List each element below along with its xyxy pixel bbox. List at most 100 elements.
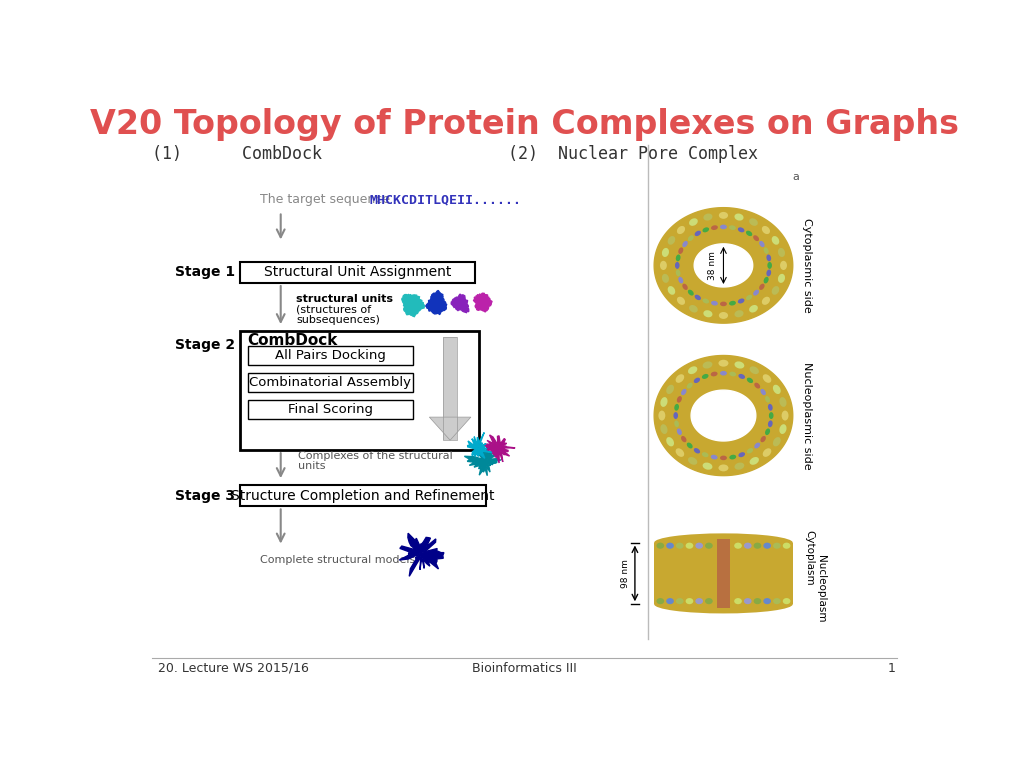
Ellipse shape — [773, 437, 780, 446]
Ellipse shape — [677, 226, 685, 234]
Ellipse shape — [755, 442, 760, 449]
Text: CombDock: CombDock — [248, 333, 338, 348]
Bar — [240, 485, 486, 506]
Text: Stage 3: Stage 3 — [175, 488, 236, 502]
Ellipse shape — [682, 241, 688, 247]
Ellipse shape — [701, 452, 709, 457]
Text: subsequences): subsequences) — [296, 315, 380, 325]
Ellipse shape — [694, 295, 701, 300]
Ellipse shape — [746, 448, 753, 453]
Ellipse shape — [702, 299, 709, 303]
Ellipse shape — [734, 462, 744, 470]
Ellipse shape — [668, 286, 675, 295]
Ellipse shape — [668, 236, 675, 245]
Ellipse shape — [677, 429, 682, 435]
Ellipse shape — [738, 452, 745, 457]
Ellipse shape — [765, 396, 770, 402]
Ellipse shape — [676, 254, 681, 261]
Ellipse shape — [677, 396, 682, 402]
Ellipse shape — [729, 372, 736, 376]
Ellipse shape — [759, 241, 765, 247]
Polygon shape — [401, 294, 424, 316]
Ellipse shape — [667, 385, 674, 394]
Text: 1: 1 — [888, 661, 896, 674]
Text: a: a — [793, 172, 800, 182]
Text: V20 Topology of Protein Complexes on Graphs: V20 Topology of Protein Complexes on Gra… — [90, 108, 959, 141]
Text: Stage 1: Stage 1 — [175, 265, 236, 280]
Ellipse shape — [754, 598, 761, 604]
Ellipse shape — [681, 389, 686, 396]
Ellipse shape — [738, 299, 744, 303]
Ellipse shape — [695, 543, 703, 549]
Ellipse shape — [667, 543, 674, 549]
Ellipse shape — [658, 411, 666, 421]
Polygon shape — [654, 356, 793, 475]
Ellipse shape — [745, 230, 753, 236]
Text: All Pairs Docking: All Pairs Docking — [274, 349, 386, 362]
Text: Stage 2: Stage 2 — [175, 338, 236, 352]
Ellipse shape — [750, 305, 758, 313]
Ellipse shape — [750, 218, 758, 226]
Ellipse shape — [688, 235, 693, 241]
Ellipse shape — [754, 543, 761, 549]
Ellipse shape — [764, 276, 769, 283]
Ellipse shape — [656, 543, 665, 549]
Polygon shape — [399, 533, 444, 576]
Ellipse shape — [729, 225, 736, 230]
Text: units: units — [298, 462, 326, 472]
Ellipse shape — [720, 302, 727, 306]
Ellipse shape — [780, 261, 787, 270]
Text: Combinatorial Assembly: Combinatorial Assembly — [250, 376, 412, 389]
Polygon shape — [452, 294, 469, 313]
Polygon shape — [654, 207, 793, 323]
Ellipse shape — [686, 543, 693, 549]
Ellipse shape — [772, 236, 779, 245]
Text: The target sequence: The target sequence — [260, 194, 390, 207]
Bar — [717, 539, 730, 608]
Ellipse shape — [734, 362, 744, 369]
Ellipse shape — [660, 397, 668, 407]
Ellipse shape — [677, 296, 685, 305]
Ellipse shape — [781, 411, 788, 421]
Ellipse shape — [689, 218, 697, 226]
Ellipse shape — [720, 224, 727, 229]
Ellipse shape — [772, 286, 779, 295]
Text: Nucleoplasm: Nucleoplasm — [816, 555, 826, 623]
Text: Complexes of the structural: Complexes of the structural — [298, 451, 454, 461]
Ellipse shape — [734, 214, 743, 220]
Ellipse shape — [682, 283, 688, 290]
Bar — [248, 373, 413, 392]
Text: structural units: structural units — [296, 293, 393, 303]
Ellipse shape — [711, 301, 718, 306]
Text: (1)      CombDock: (1) CombDock — [153, 144, 323, 163]
Ellipse shape — [687, 442, 692, 449]
Ellipse shape — [779, 424, 786, 434]
Ellipse shape — [719, 312, 728, 319]
Ellipse shape — [688, 457, 697, 465]
Ellipse shape — [782, 543, 791, 549]
Ellipse shape — [674, 420, 679, 427]
Ellipse shape — [694, 230, 701, 236]
Ellipse shape — [750, 457, 759, 465]
Bar — [248, 400, 413, 419]
Ellipse shape — [676, 374, 684, 382]
Ellipse shape — [766, 270, 771, 276]
Polygon shape — [465, 445, 501, 475]
Ellipse shape — [687, 382, 692, 389]
Ellipse shape — [654, 533, 793, 552]
Ellipse shape — [782, 598, 791, 604]
Ellipse shape — [702, 462, 713, 470]
Ellipse shape — [688, 366, 697, 374]
Ellipse shape — [676, 598, 684, 604]
Ellipse shape — [719, 212, 728, 219]
Ellipse shape — [754, 235, 759, 241]
Text: (structures of: (structures of — [296, 304, 372, 314]
Ellipse shape — [762, 296, 770, 305]
Ellipse shape — [676, 543, 684, 549]
Ellipse shape — [703, 310, 713, 317]
Ellipse shape — [763, 374, 771, 382]
Ellipse shape — [769, 412, 773, 419]
Ellipse shape — [778, 274, 785, 283]
Text: Nucleoplasmic side: Nucleoplasmic side — [802, 362, 812, 469]
Ellipse shape — [738, 227, 744, 233]
